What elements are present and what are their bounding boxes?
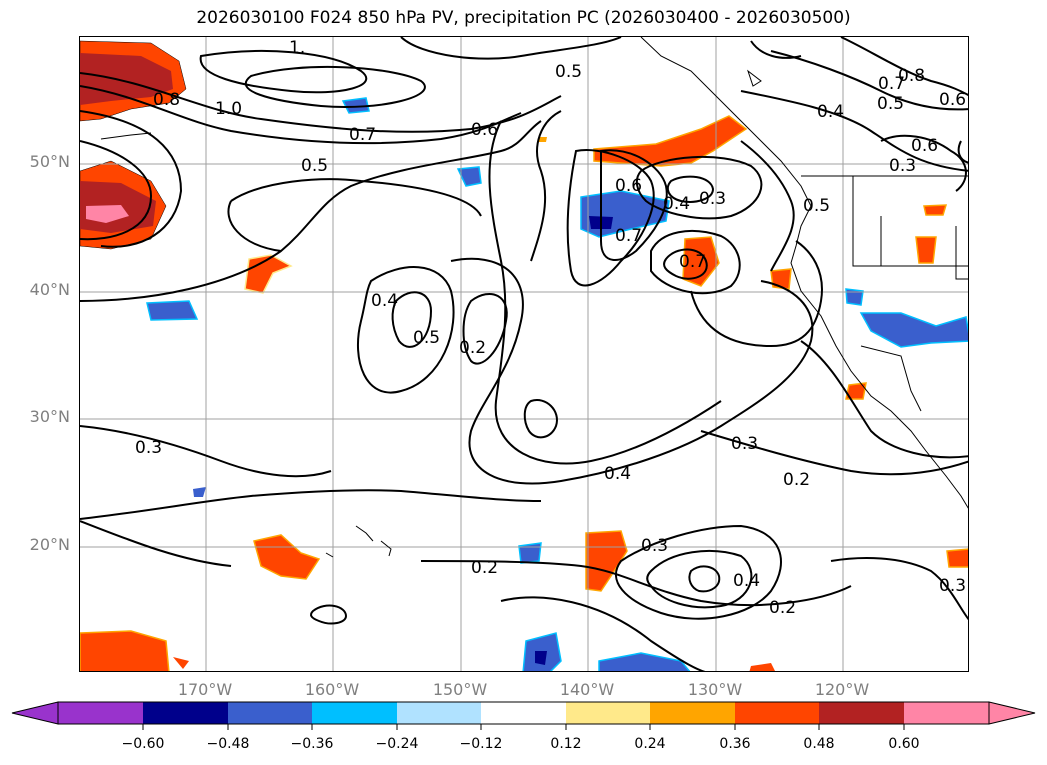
colorbar-swatch: [143, 702, 228, 724]
contour-label: 1.: [289, 38, 305, 58]
lon-label-160w: 160°W: [304, 680, 360, 699]
contour-label: 0.3: [641, 536, 668, 556]
contour-label: 0.8: [898, 66, 925, 86]
colorbar-min-extend: [11, 701, 59, 725]
lat-label-40n: 40°N: [29, 280, 70, 299]
colorbar-tick: −0.60: [121, 736, 165, 752]
contour-label: 0.6: [615, 176, 642, 196]
map-title: 2026030100 F024 850 hPa PV, precipitatio…: [196, 8, 851, 28]
colorbar-swatch: [397, 702, 481, 724]
contour-label: 0.4: [733, 571, 760, 591]
lon-label-120w: 120°W: [814, 680, 870, 699]
colorbar-swatch: [228, 702, 312, 724]
contour-label: 0.7: [615, 226, 642, 246]
lon-label-150w: 150°W: [432, 680, 488, 699]
contour-labels: 1. 0.5 0.7 0.8 0.5 0.6 0.8 1.0 0.7 0.6 0…: [135, 38, 966, 618]
colorbar-tick: −0.12: [459, 736, 503, 752]
colorbar: [11, 701, 1036, 730]
colorbar-tick: 0.36: [719, 736, 751, 752]
colorbar-swatch: [566, 702, 650, 724]
contour-label: 0.2: [471, 558, 498, 578]
graticule: [80, 37, 968, 671]
contour-label: 0.4: [663, 194, 690, 214]
contour-label: 0.4: [817, 102, 844, 122]
contour-label: 0.7: [349, 125, 376, 145]
contour-label: 0.8: [153, 90, 180, 110]
colorbar-tick: 0.12: [550, 736, 582, 752]
contour-label: 1.0: [215, 99, 242, 119]
map-panel: 1. 0.5 0.7 0.8 0.5 0.6 0.8 1.0 0.7 0.6 0…: [79, 36, 969, 672]
contour-label: 0.5: [877, 94, 904, 114]
colorbar-swatch: [904, 702, 989, 724]
contour-label: 0.7: [878, 74, 905, 94]
lat-label-20n: 20°N: [29, 535, 70, 554]
contour-label: 0.5: [413, 328, 440, 348]
contour-label: 0.6: [471, 120, 498, 140]
map-canvas: 1. 0.5 0.7 0.8 0.5 0.6 0.8 1.0 0.7 0.6 0…: [80, 37, 968, 671]
lon-label-130w: 130°W: [687, 680, 743, 699]
colorbar-tick: 0.48: [803, 736, 835, 752]
colorbar-max-extend: [988, 701, 1036, 725]
colorbar-tick: 0.60: [888, 736, 920, 752]
contour-label: 0.7: [679, 252, 706, 272]
colorbar-swatch: [58, 702, 143, 724]
contour-label: 0.3: [135, 438, 162, 458]
colorbar-swatch: [312, 702, 397, 724]
pv-contours: [80, 37, 968, 671]
colorbar-tick: −0.36: [290, 736, 334, 752]
colorbar-swatch: [481, 702, 566, 724]
contour-label: 0.5: [301, 156, 328, 176]
precipitation-shading: [80, 40, 968, 671]
colorbar-swatch: [735, 702, 819, 724]
colorbar-tick: 0.24: [634, 736, 666, 752]
contour-label: 0.3: [731, 434, 758, 454]
contour-label: 0.5: [803, 196, 830, 216]
contour-label: 0.2: [769, 598, 796, 618]
colorbar-swatch: [819, 702, 904, 724]
contour-label: 0.2: [459, 338, 486, 358]
lon-label-170w: 170°W: [177, 680, 233, 699]
colorbar-tick: −0.24: [375, 736, 419, 752]
lon-label-140w: 140°W: [559, 680, 615, 699]
coastlines: [100, 37, 968, 558]
colorbar-tick: −0.48: [206, 736, 250, 752]
contour-label: 0.2: [783, 470, 810, 490]
contour-label: 0.4: [371, 291, 398, 311]
lat-label-30n: 30°N: [29, 407, 70, 426]
lat-label-50n: 50°N: [29, 152, 70, 171]
contour-label: 0.3: [699, 189, 726, 209]
contour-label: 0.4: [604, 464, 631, 484]
contour-label: 0.6: [911, 136, 938, 156]
contour-label: 0.6: [939, 90, 966, 110]
contour-label: 0.3: [939, 576, 966, 596]
colorbar-swatch: [650, 702, 735, 724]
contour-label: 0.5: [555, 62, 582, 82]
contour-label: 0.3: [889, 156, 916, 176]
